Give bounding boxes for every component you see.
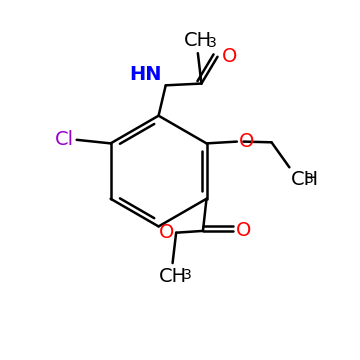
Text: O: O [236, 221, 252, 240]
Text: O: O [239, 132, 255, 151]
Text: CH: CH [158, 267, 186, 286]
Text: O: O [159, 223, 174, 242]
Text: CH: CH [291, 170, 319, 189]
Text: 3: 3 [208, 36, 217, 50]
Text: Cl: Cl [55, 130, 74, 149]
Text: O: O [222, 46, 237, 66]
Text: 3: 3 [305, 172, 314, 186]
Text: 3: 3 [183, 269, 191, 282]
Text: CH: CH [184, 31, 212, 50]
Text: HN: HN [130, 64, 162, 84]
